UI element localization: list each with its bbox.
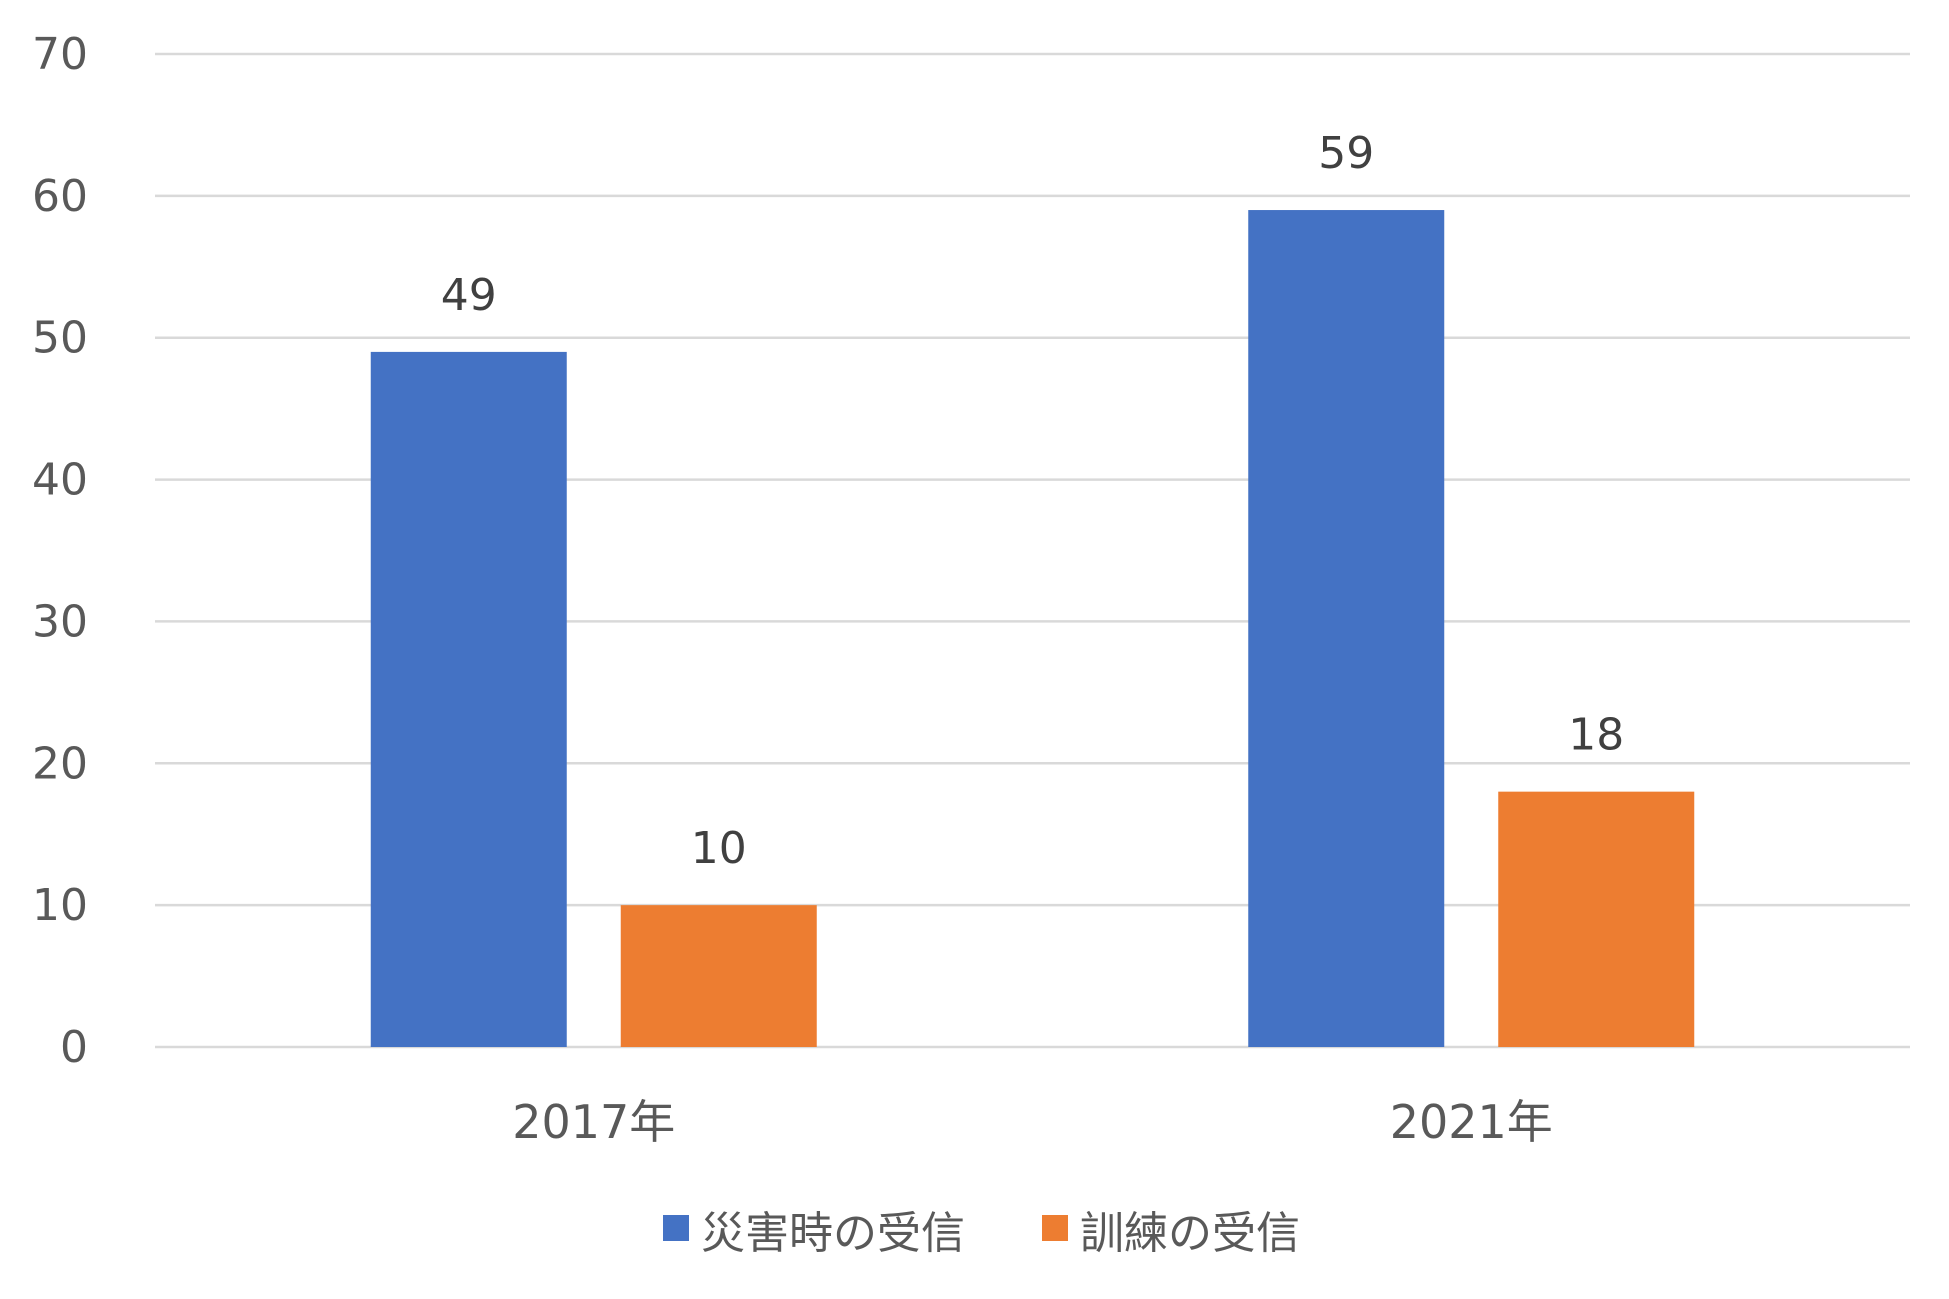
data-label: 49 [441, 270, 497, 321]
legend-swatch [663, 1215, 689, 1241]
legend-swatch [1042, 1215, 1068, 1241]
y-tick-label: 50 [32, 313, 88, 364]
data-label: 18 [1568, 710, 1624, 761]
legend-label: 災害時の受信 [701, 1208, 965, 1259]
y-tick-label: 60 [32, 171, 88, 222]
y-tick-label: 20 [32, 738, 88, 789]
y-tick-label: 40 [32, 455, 88, 506]
bars [370, 210, 1695, 1048]
x-axis-categories: 2017年 2021年 [512, 1095, 1553, 1149]
y-tick-label: 30 [32, 596, 88, 647]
y-axis-ticks: 0 10 20 30 40 50 60 70 [32, 29, 88, 1073]
x-category-label: 2017年 [512, 1095, 675, 1149]
legend: 災害時の受信 訓練の受信 [663, 1208, 1300, 1259]
y-tick-label: 0 [60, 1022, 88, 1073]
data-label: 10 [691, 823, 747, 874]
x-category-label: 2021年 [1390, 1095, 1553, 1149]
y-tick-label: 10 [32, 880, 88, 931]
data-label: 59 [1318, 128, 1374, 179]
legend-label: 訓練の受信 [1080, 1208, 1300, 1259]
data-labels: 49 10 59 18 [441, 128, 1625, 874]
bar-drill-1 [1498, 791, 1695, 1047]
y-tick-label: 70 [32, 29, 88, 80]
bar-disaster-0 [370, 351, 567, 1047]
bar-drill-0 [620, 905, 817, 1047]
bar-disaster-1 [1248, 210, 1445, 1048]
